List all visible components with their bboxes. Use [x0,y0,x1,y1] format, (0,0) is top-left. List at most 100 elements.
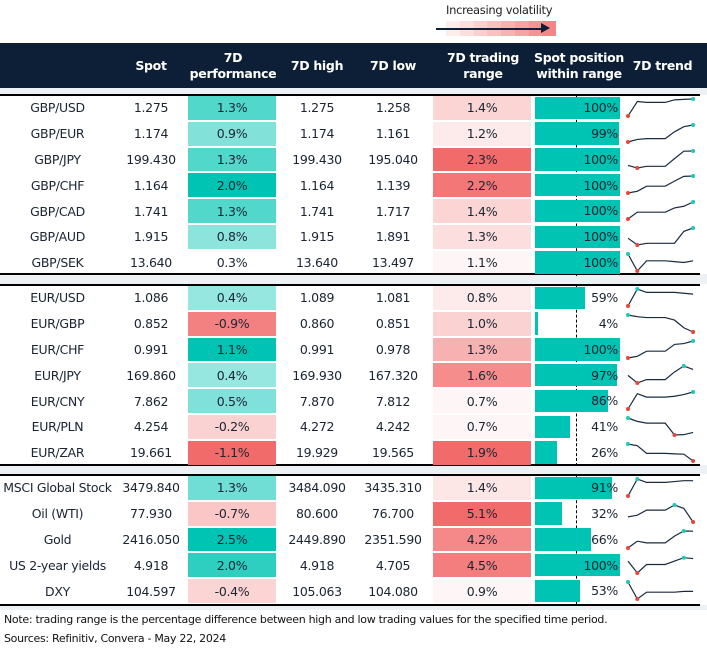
position-label: 100% [583,203,618,219]
spot-position-bar: 100% [535,173,620,197]
trend-sparkline [626,97,696,118]
high-cell: 1.741 [299,203,335,219]
trend-min-marker [626,407,630,412]
group-gap [0,274,707,284]
spot-position-bar: 53% [535,579,620,603]
range-cell: 1.9% [433,440,531,465]
high-cell: 13.640 [296,255,338,271]
perf-cell: 2.5% [188,527,276,552]
low-cell: 167.320 [368,367,418,383]
volatility-gradient [436,21,556,36]
table-row: MSCI Global Stock 3479.840 1.3% 3484.090 343… [0,475,707,501]
position-label: 4% [598,316,619,332]
trend-sparkline [626,580,694,602]
name-cell: Gold [43,531,72,547]
table-row: GBP/CHF 1.164 2.0% 1.164 1.139 2.2% 100% [0,172,707,198]
range-cell: 1.6% [433,363,531,388]
column-header: 7D trend [632,57,693,73]
position-fill [535,528,592,551]
name-cell: EUR/CHF [30,341,85,357]
trend-sparkline [626,477,694,498]
position-label: 32% [591,506,618,522]
low-cell: 1.717 [375,203,411,219]
trend-line [627,417,694,436]
perf-cell: 0.4% [188,286,276,310]
table-row: GBP/CAD 1.741 1.3% 1.741 1.717 1.4% 100% [0,198,707,224]
trend-line [627,175,694,194]
name-cell: GBP/CAD [30,203,85,219]
high-cell: 0.860 [299,316,335,332]
trend-sparkline [626,390,696,412]
high-cell: 1.275 [299,100,335,116]
range-cell: 1.4% [433,476,531,500]
table-row: EUR/CNY 7.862 0.5% 7.870 7.812 0.7% 86% [0,388,707,414]
table-row: EUR/PLN 4.254 -0.2% 4.272 4.242 0.7% 41% [0,414,707,440]
perf-cell: -0.2% [188,415,276,439]
column-header: 7D performance [189,49,277,81]
table-row: EUR/JPY 169.860 0.4% 169.930 167.320 1.6% 97% [0,362,707,388]
position-fill [535,389,609,413]
range-cell: 1.1% [433,250,531,275]
trend-min-marker [691,329,696,334]
position-label: 100% [583,100,618,116]
spot-position-bar: 4% [535,312,620,335]
trend-line [627,529,694,549]
spot-position-bar: 91% [535,476,620,499]
high-cell: 0.991 [299,341,335,357]
trend-min-marker [691,458,696,463]
position-fill [535,148,620,171]
trend-max-marker [681,364,686,369]
spot-cell: 199.430 [126,151,176,167]
trend-max-marker [691,338,696,343]
column-header: 7D low [369,57,417,73]
position-label: 86% [591,393,618,409]
low-cell: 3435.310 [364,480,422,496]
name-cell: GBP/EUR [30,126,85,142]
position-label: 91% [591,480,618,496]
position-label: 99% [591,126,618,142]
name-cell: EUR/PLN [31,419,84,435]
trend-line [627,98,694,117]
position-label: 100% [583,177,618,193]
position-fill [535,363,618,387]
column-header: Spot position within range [534,49,624,81]
position-label: 100% [583,255,618,271]
trend-max-marker [626,312,630,317]
trend-sparkline [626,416,694,437]
trend-sparkline [626,251,694,273]
range-cell: 1.0% [433,311,531,336]
trend-max-marker [626,416,630,420]
low-cell: 1.891 [375,229,411,245]
trend-line [627,253,694,272]
trend-sparkline [627,148,696,170]
trend-sparkline [627,226,696,247]
group-separator [0,464,700,466]
table-row: Gold 2416.050 2.5% 2449.890 2351.590 4.2% 66% [0,527,707,553]
perf-cell: -0.7% [188,501,276,526]
high-cell: 80.600 [296,506,338,522]
trend-max-marker [691,200,696,205]
perf-cell: 1.3% [188,199,276,223]
perf-cell: -0.4% [188,579,276,603]
name-cell: GBP/SEK [31,255,84,271]
position-fill [535,225,620,248]
trend-sparkline [626,441,696,463]
spot-position-bar: 100% [535,148,620,171]
volatility-legend: Increasing volatility [436,3,556,36]
spot-cell: 1.741 [133,203,169,219]
column-header: Spot [135,57,167,73]
low-cell: 0.978 [375,341,411,357]
trend-sparkline [626,312,696,334]
legend-label: Increasing volatility [446,3,553,17]
position-label: 59% [591,290,618,306]
position-fill [535,286,586,309]
spot-position-bar: 66% [535,528,620,551]
trend-max-marker [626,251,630,256]
high-cell: 199.430 [292,151,342,167]
trend-line [627,201,694,220]
position-fill [535,476,613,499]
trend-min-marker [635,597,640,602]
trend-line [627,504,694,523]
perf-cell: 0.5% [188,389,276,413]
trend-min-marker [626,494,630,498]
